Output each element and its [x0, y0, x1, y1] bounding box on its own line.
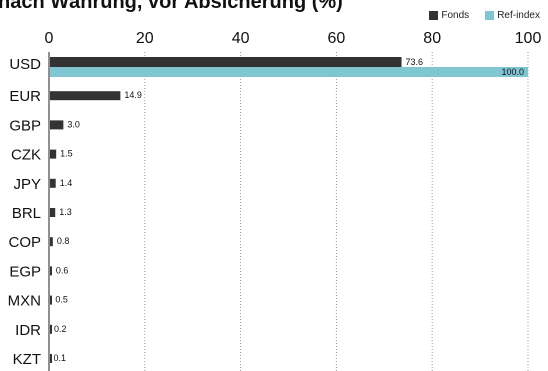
data-label-fonds-jpy: 1.4: [60, 178, 73, 188]
bar-fonds-czk: [50, 149, 57, 159]
category-label-kzt: KZT: [13, 351, 41, 368]
category-label-eur: EUR: [9, 88, 41, 105]
bar-fonds-mxn: [50, 295, 52, 305]
x-tick-label-100: 100: [515, 30, 542, 47]
chart-legend: Fonds Ref-index: [429, 10, 540, 21]
legend-swatch-ref-index: [485, 11, 495, 20]
bar-fonds-usd: [50, 57, 402, 67]
data-label-fonds-gbp: 3.0: [67, 119, 80, 129]
data-label-fonds-mxn: 0.5: [55, 295, 68, 305]
legend-label-fonds: Fonds: [441, 10, 470, 21]
bar-fonds-kzt: [50, 354, 52, 363]
legend-item-ref-index: Ref-index: [485, 10, 540, 21]
data-label-fonds-idr: 0.2: [54, 324, 67, 334]
bar-ref-index-usd: [50, 67, 528, 77]
legend-swatch-fonds: [429, 11, 439, 20]
bar-fonds-eur: [50, 91, 121, 101]
x-tick-label-40: 40: [232, 30, 250, 47]
legend-label-ref-index: Ref-index: [497, 10, 540, 21]
data-label-fonds-cop: 0.8: [57, 236, 70, 246]
bar-fonds-cop: [50, 237, 53, 247]
bar-fonds-egp: [50, 266, 52, 276]
legend-item-fonds: Fonds: [429, 10, 469, 21]
category-label-idr: IDR: [15, 322, 41, 339]
data-label-fonds-eur: 14.9: [124, 90, 142, 100]
category-label-czk: CZK: [11, 147, 41, 164]
category-label-cop: COP: [8, 234, 41, 251]
x-tick-label-0: 0: [45, 30, 54, 47]
category-label-usd: USD: [9, 56, 41, 73]
bar-fonds-gbp: [50, 120, 64, 130]
bar-fonds-idr: [50, 324, 52, 334]
category-label-mxn: MXN: [8, 293, 41, 310]
x-tick-label-80: 80: [423, 30, 441, 47]
x-tick-label-20: 20: [136, 30, 154, 47]
bar-fonds-jpy: [50, 178, 56, 188]
data-label-fonds-egp: 0.6: [56, 265, 69, 275]
data-label-fonds-brl: 1.3: [59, 207, 72, 217]
category-label-jpy: JPY: [13, 176, 41, 193]
chart-title: nach Währung, vor Absicherung (%): [0, 0, 343, 13]
data-label-fonds-kzt: 0.1: [53, 353, 66, 363]
bar-fonds-brl: [50, 208, 56, 217]
category-label-egp: EGP: [9, 263, 41, 280]
data-label-ref-index-usd: 100.0: [501, 67, 524, 77]
category-label-gbp: GBP: [9, 117, 41, 134]
data-label-fonds-usd: 73.6: [406, 57, 424, 67]
x-tick-label-60: 60: [328, 30, 346, 47]
data-label-fonds-czk: 1.5: [60, 149, 73, 159]
category-label-brl: BRL: [12, 205, 41, 222]
